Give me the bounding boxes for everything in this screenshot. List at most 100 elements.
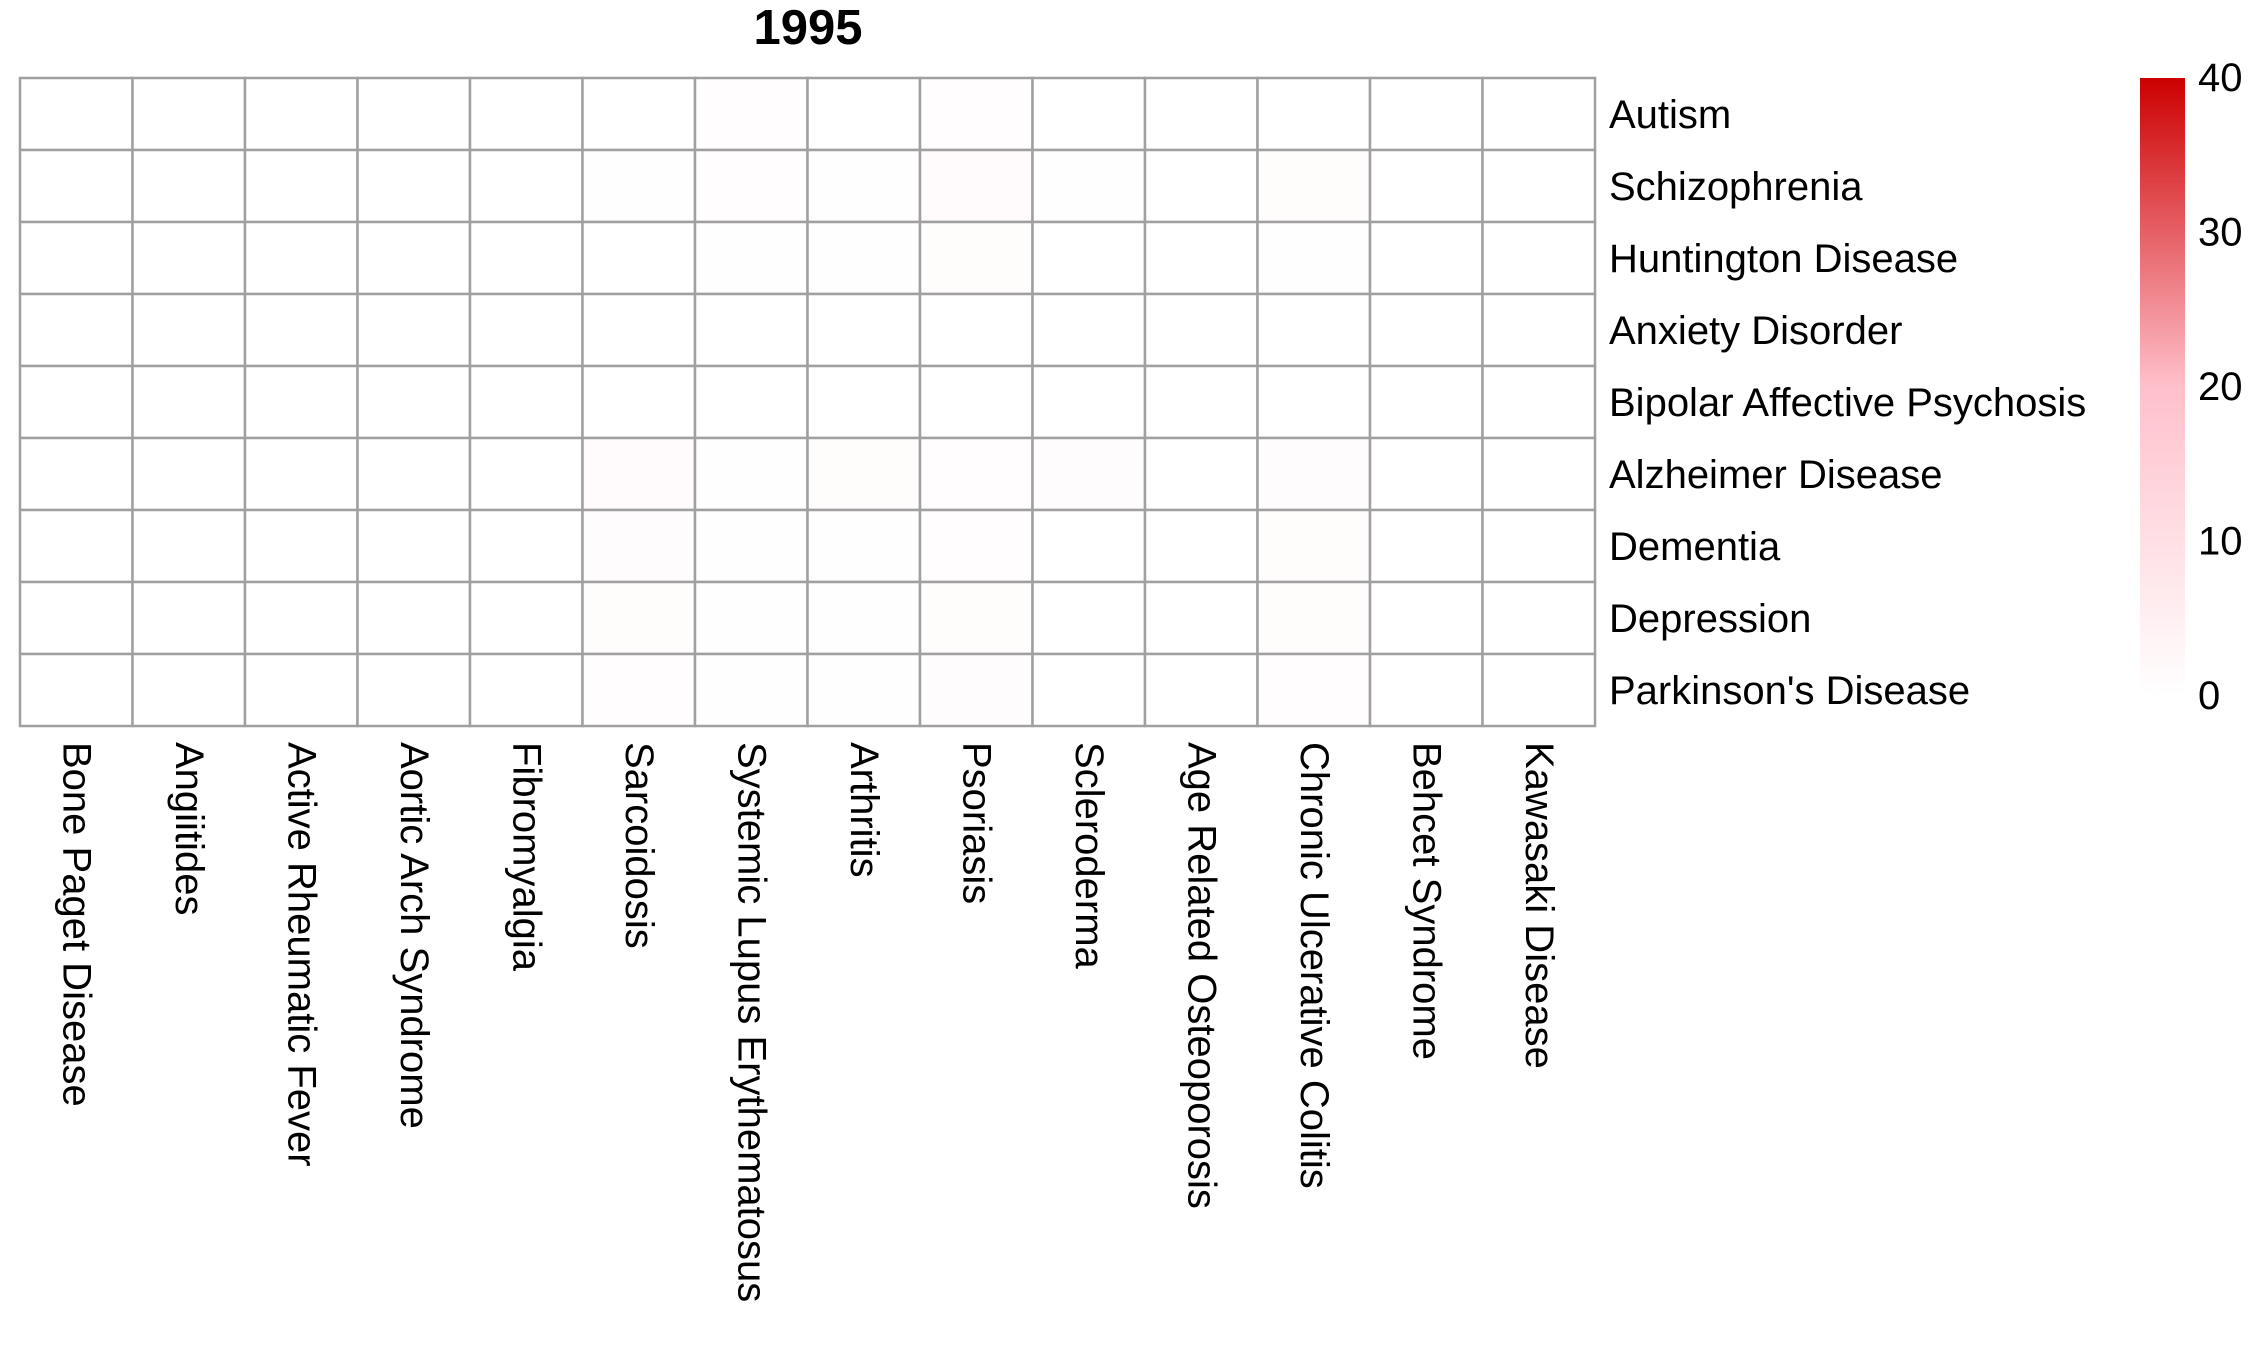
- heatmap-cell: [468, 220, 584, 296]
- heatmap-cell: [1368, 580, 1484, 656]
- column-label: Arthritis: [842, 742, 886, 878]
- legend-colorbar: [2140, 78, 2185, 696]
- heatmap-cell: [1031, 76, 1147, 152]
- heatmap-cell: [18, 508, 134, 584]
- heatmap-cell: [356, 220, 472, 296]
- heatmap-cell: [581, 220, 697, 296]
- heatmap-cell: [1256, 76, 1372, 152]
- heatmap-cell: [131, 652, 247, 728]
- legend-tick-label: 0: [2198, 674, 2220, 718]
- heatmap-cell: [693, 580, 809, 656]
- heatmap-cell: [918, 292, 1034, 368]
- heatmap-cell: [1031, 364, 1147, 440]
- row-label: Bipolar Affective Psychosis: [1609, 381, 2086, 425]
- heatmap-cell: [918, 364, 1034, 440]
- heatmap-cell: [806, 76, 922, 152]
- heatmap-cell: [1481, 508, 1597, 584]
- heatmap-cell: [468, 148, 584, 224]
- heatmap-cell: [243, 76, 359, 152]
- heatmap-cell: [581, 436, 697, 512]
- heatmap-cell: [468, 76, 584, 152]
- heatmap-cell: [1481, 652, 1597, 728]
- heatmap-cell: [356, 580, 472, 656]
- heatmap-cell: [1031, 652, 1147, 728]
- heatmap-cell: [806, 652, 922, 728]
- heatmap-cell: [356, 436, 472, 512]
- heatmap-cell: [806, 148, 922, 224]
- column-label: Fibromyalgia: [504, 742, 548, 972]
- legend-ticks: 0 10 20 30 40: [2198, 56, 2243, 718]
- heatmap-cell: [806, 436, 922, 512]
- column-label: Kawasaki Disease: [1517, 742, 1561, 1069]
- heatmap-cell: [693, 652, 809, 728]
- row-label: Autism: [1609, 93, 1731, 137]
- heatmap-cell: [1481, 580, 1597, 656]
- heatmap-cell: [356, 652, 472, 728]
- column-label: Systemic Lupus Erythematosus: [729, 742, 773, 1302]
- heatmap-cell: [1031, 292, 1147, 368]
- heatmap-cell: [1481, 436, 1597, 512]
- column-label: Bone Paget Disease: [54, 742, 98, 1107]
- heatmap-cell: [468, 652, 584, 728]
- heatmap-cell: [243, 652, 359, 728]
- heatmap-cell: [1143, 364, 1259, 440]
- heatmap-cell: [1256, 508, 1372, 584]
- heatmap-cell: [1481, 364, 1597, 440]
- heatmap-cell: [918, 508, 1034, 584]
- heatmap-cell: [1143, 292, 1259, 368]
- heatmap-cell: [131, 76, 247, 152]
- heatmap-cell: [243, 436, 359, 512]
- row-label: Alzheimer Disease: [1609, 453, 1942, 497]
- heatmap-cell: [131, 292, 247, 368]
- heatmap-cell: [1481, 220, 1597, 296]
- heatmap-cell: [693, 220, 809, 296]
- heatmap-cell: [1143, 76, 1259, 152]
- row-label: Huntington Disease: [1609, 237, 1958, 281]
- heatmap-cell: [243, 148, 359, 224]
- column-label: Behcet Syndrome: [1404, 742, 1448, 1060]
- heatmap-cell: [1256, 580, 1372, 656]
- column-labels: Bone Paget Disease Angiitides Active Rheum…: [54, 742, 1561, 1302]
- heatmap-cell: [243, 364, 359, 440]
- heatmap-cell: [18, 76, 134, 152]
- heatmap-cell: [693, 76, 809, 152]
- heatmap-cell: [356, 76, 472, 152]
- heatmap-cell: [581, 508, 697, 584]
- heatmap-cell: [918, 220, 1034, 296]
- heatmap-cell: [1143, 652, 1259, 728]
- column-label: Angiitides: [167, 742, 211, 915]
- column-label: Chronic Ulcerative Colitis: [1292, 742, 1336, 1189]
- heatmap-cell: [1481, 148, 1597, 224]
- heatmap-cell: [468, 580, 584, 656]
- heatmap-cell: [581, 292, 697, 368]
- heatmap-cell: [18, 580, 134, 656]
- heatmap-cell: [581, 148, 697, 224]
- heatmap-cell: [918, 436, 1034, 512]
- heatmap-cell: [1031, 148, 1147, 224]
- heatmap-cell: [131, 436, 247, 512]
- heatmap-cell: [1031, 580, 1147, 656]
- heatmap-cell: [131, 148, 247, 224]
- heatmap-cell: [1481, 76, 1597, 152]
- heatmap-cell: [356, 364, 472, 440]
- heatmap-cell: [1143, 220, 1259, 296]
- heatmap-cell: [1368, 148, 1484, 224]
- legend-tick-label: 40: [2198, 56, 2243, 100]
- heatmap-cell: [806, 220, 922, 296]
- heatmap-cell: [356, 508, 472, 584]
- heatmap-cell: [131, 508, 247, 584]
- legend-tick-label: 30: [2198, 211, 2243, 255]
- heatmap-cell: [1256, 148, 1372, 224]
- column-label: Scleroderma: [1067, 742, 1111, 970]
- heatmap-cell: [1143, 436, 1259, 512]
- column-label: Age Related Osteoporosis: [1179, 742, 1223, 1209]
- heatmap-cell: [693, 364, 809, 440]
- heatmap-cell: [1481, 292, 1597, 368]
- heatmap-cell: [1256, 292, 1372, 368]
- heatmap-cell: [581, 652, 697, 728]
- heatmap-cell: [806, 364, 922, 440]
- heatmap-cell: [1368, 652, 1484, 728]
- heatmap-cell: [243, 292, 359, 368]
- heatmap-cell: [243, 220, 359, 296]
